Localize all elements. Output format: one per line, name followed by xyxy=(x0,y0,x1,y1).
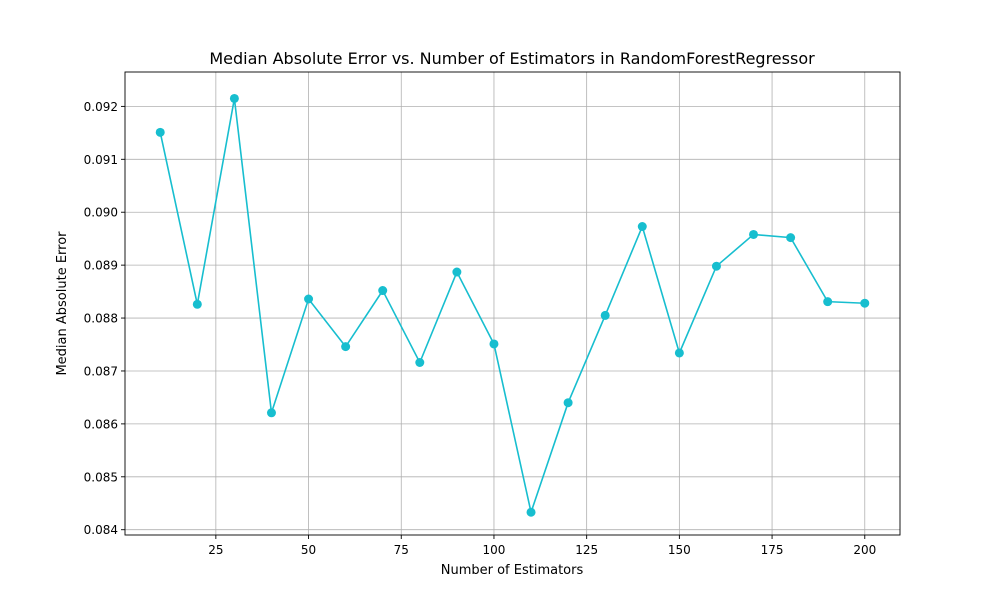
data-point xyxy=(192,299,202,309)
data-point xyxy=(341,342,351,352)
data-point xyxy=(860,298,870,308)
y-tick-label: 0.087 xyxy=(84,364,118,378)
x-tick-label: 175 xyxy=(761,543,784,557)
x-tick-label: 125 xyxy=(575,543,598,557)
data-point xyxy=(229,93,239,103)
y-tick-label: 0.092 xyxy=(84,100,118,114)
x-tick-label: 200 xyxy=(853,543,876,557)
plot-frame xyxy=(124,71,901,536)
y-tick-label: 0.089 xyxy=(84,259,118,273)
x-tick-label: 150 xyxy=(668,543,691,557)
y-axis-label: Median Absolute Error xyxy=(55,231,70,376)
grid xyxy=(125,72,900,535)
x-tick-label: 50 xyxy=(301,543,316,557)
data-point xyxy=(304,294,314,304)
chart-title: Median Absolute Error vs. Number of Esti… xyxy=(209,49,815,68)
series-layer xyxy=(155,93,870,517)
ticks: 25 50 75 100 125 150 175 200 0.084 0.085 0.086 0.08… xyxy=(84,100,877,557)
y-tick-label: 0.085 xyxy=(84,470,118,484)
y-tick-label: 0.086 xyxy=(84,417,118,431)
data-point xyxy=(637,222,647,232)
x-tick-label: 75 xyxy=(394,543,409,557)
data-point xyxy=(489,339,499,349)
series-line xyxy=(159,98,865,516)
y-tick-label: 0.091 xyxy=(84,153,118,167)
data-point xyxy=(378,286,388,296)
data-point xyxy=(266,408,276,418)
data-point xyxy=(452,267,462,277)
y-tick-label: 0.088 xyxy=(84,312,118,326)
data-point xyxy=(526,507,536,517)
data-point xyxy=(786,233,796,243)
data-point xyxy=(155,127,165,137)
data-point xyxy=(749,229,759,239)
y-tick-label: 0.084 xyxy=(84,523,118,537)
data-point xyxy=(674,348,684,358)
data-point xyxy=(711,261,721,271)
data-point xyxy=(563,398,573,408)
data-point xyxy=(600,310,610,320)
data-point xyxy=(415,357,425,367)
y-tick-label: 0.090 xyxy=(84,206,118,220)
x-tick-label: 100 xyxy=(483,543,506,557)
x-axis-label: Number of Estimators xyxy=(441,563,584,578)
data-point xyxy=(823,297,833,307)
x-tick-label: 25 xyxy=(208,543,223,557)
